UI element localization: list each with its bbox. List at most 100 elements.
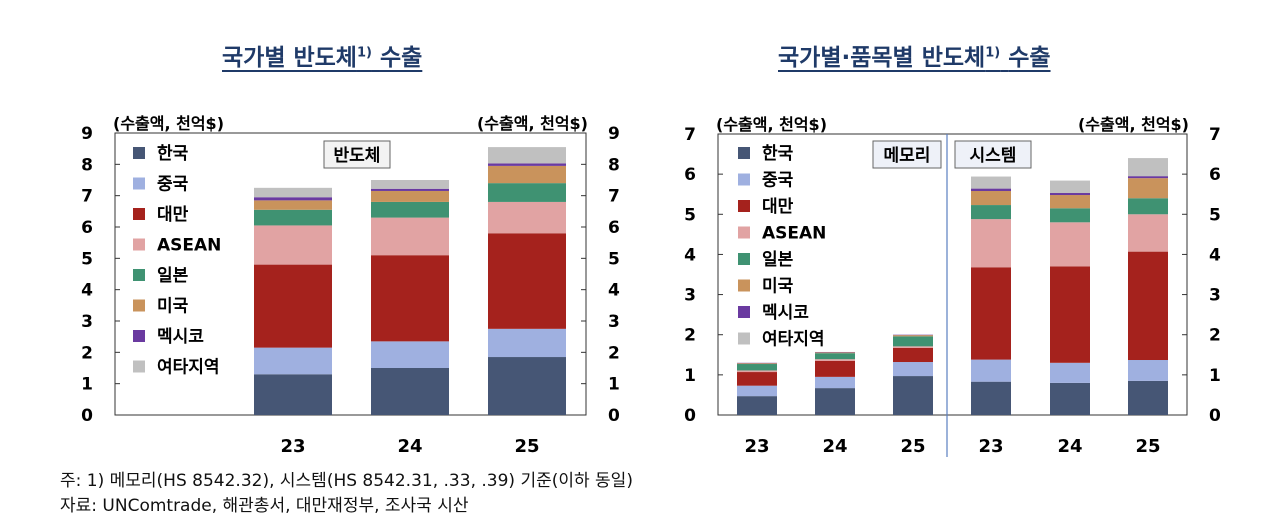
- legend-label: 멕시코: [157, 327, 204, 347]
- bar-segment: [488, 147, 566, 164]
- box-label-bg: [323, 140, 391, 169]
- y-axis-label-left: (수출액, 천억$): [113, 114, 224, 133]
- bar-segment: [893, 336, 933, 347]
- bar-segment: [815, 353, 855, 360]
- y-tick-label-right: 0: [608, 406, 620, 426]
- y-axis-label-right: (수출액, 천억$): [477, 114, 588, 133]
- y-tick-label-left: 4: [81, 281, 93, 301]
- y-tick-label-right: 5: [1209, 205, 1221, 225]
- y-tick-label-left: 5: [684, 205, 696, 225]
- bar-segment: [1050, 180, 1090, 194]
- y-tick-label-left: 5: [81, 249, 93, 269]
- legend-swatch: [738, 306, 750, 318]
- legend-swatch: [738, 332, 750, 345]
- x-tick-label: 23: [744, 436, 769, 457]
- bar-segment: [254, 374, 332, 415]
- x-tick-label: 25: [900, 436, 925, 457]
- y-tick-label-right: 4: [608, 281, 620, 301]
- x-tick-label: 23: [280, 436, 305, 457]
- y-tick-label-left: 0: [81, 406, 93, 426]
- legend-swatch: [133, 330, 145, 342]
- y-tick-label-left: 9: [81, 124, 93, 144]
- group-label-system: 시스템: [954, 140, 1032, 169]
- bar-segment: [893, 347, 933, 363]
- y-tick-label-right: 6: [1209, 165, 1221, 185]
- bar-segment: [371, 190, 449, 202]
- bar-segment: [971, 381, 1011, 415]
- bar-segment: [488, 165, 566, 184]
- y-tick-label-left: 0: [684, 406, 696, 426]
- bar-segment: [815, 359, 855, 361]
- legend-swatch: [738, 173, 750, 186]
- y-tick-label-left: 8: [81, 155, 93, 175]
- x-tick-label: 23: [978, 436, 1003, 457]
- chart-2-svg: 0 01 12 23 34 45 56 67 7(수출액, 천억$) (수출액, 천억$)23 24…: [684, 115, 1221, 457]
- bar-segment: [371, 255, 449, 342]
- chart-1-title-sup: 1): [356, 45, 372, 61]
- y-tick-label-right: 5: [608, 249, 620, 269]
- bar-segment: [371, 341, 449, 368]
- legend-label: 미국: [762, 277, 794, 297]
- box-label-semiconductor: 반도체: [323, 140, 391, 169]
- bar-segment: [1050, 195, 1090, 209]
- y-tick-label-right: 1: [1209, 366, 1221, 386]
- legend-swatch: [133, 177, 145, 190]
- bar-segment: [1128, 214, 1168, 252]
- bar-segment: [893, 346, 933, 348]
- bar-segment: [971, 188, 1011, 192]
- legend-swatch: [133, 238, 145, 251]
- bar-segment: [371, 201, 449, 218]
- bar-segment: [1050, 382, 1090, 415]
- y-tick-label-left: 1: [684, 366, 696, 386]
- y-tick-label-right: 1: [608, 375, 620, 395]
- legend-label: 멕시코: [762, 303, 809, 323]
- bar-segment: [1050, 193, 1090, 196]
- bar-segment: [488, 163, 566, 166]
- bar-segment: [737, 363, 777, 365]
- y-tick-label-left: 4: [684, 245, 696, 265]
- legend-label: 중국: [762, 171, 794, 191]
- y-tick-label-right: 8: [608, 155, 620, 175]
- bar-segment: [254, 187, 332, 198]
- bar-segment: [1128, 251, 1168, 361]
- bar-segment: [488, 201, 566, 234]
- bar-segment: [254, 209, 332, 226]
- legend-label: ASEAN: [762, 224, 826, 244]
- bar-segment: [815, 352, 855, 354]
- legend-label: 미국: [157, 297, 189, 317]
- group-label-memory: 메모리: [872, 140, 942, 169]
- legend-swatch: [133, 360, 145, 373]
- bar-segment: [371, 217, 449, 256]
- legend-swatch: [133, 208, 145, 220]
- y-tick-label-right: 4: [1209, 245, 1221, 265]
- y-tick-label-left: 6: [684, 165, 696, 185]
- legend-swatch: [133, 147, 145, 159]
- bar-segment: [488, 233, 566, 329]
- bar-segment: [737, 396, 777, 415]
- y-tick-label-left: 1: [81, 375, 93, 395]
- bar-segment: [737, 372, 777, 386]
- legend-label: 대만: [762, 197, 794, 217]
- bar-segment: [254, 347, 332, 375]
- bar-segment: [488, 183, 566, 202]
- legend-label: 일본: [157, 266, 189, 286]
- chart-2-title-suffix: 수출: [1008, 45, 1051, 71]
- bar-segment: [737, 385, 777, 397]
- bar-segment: [1128, 158, 1168, 177]
- x-tick-label: 24: [822, 436, 847, 457]
- y-tick-label-right: 9: [608, 124, 620, 144]
- y-axis-label-right: (수출액, 천억$): [1078, 115, 1189, 134]
- box-label-text: 반도체: [334, 146, 381, 166]
- x-tick-label: 24: [1057, 436, 1082, 457]
- y-tick-label-right: 7: [608, 187, 620, 207]
- legend-label: 여타지역: [762, 330, 825, 350]
- bar-segment: [488, 328, 566, 358]
- legend-swatch: [738, 279, 750, 292]
- legend-label: ASEAN: [157, 236, 221, 256]
- bar-segment: [971, 205, 1011, 220]
- bar-segment: [1050, 222, 1090, 267]
- legend-label: 일본: [762, 250, 794, 270]
- bar-segment: [1050, 266, 1090, 363]
- bar-segment: [971, 359, 1011, 382]
- y-tick-label-left: 3: [684, 286, 696, 306]
